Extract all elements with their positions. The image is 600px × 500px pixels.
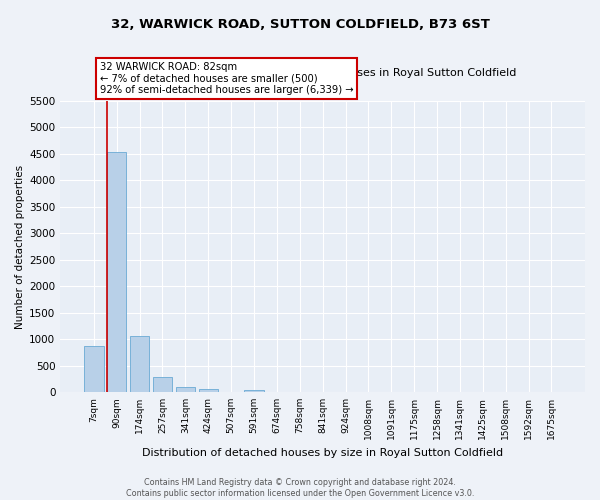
Bar: [130, 336, 149, 392]
Y-axis label: Number of detached properties: Number of detached properties: [15, 164, 25, 328]
Bar: [176, 387, 195, 392]
Bar: [244, 390, 264, 392]
Bar: [153, 376, 172, 392]
Text: 32 WARWICK ROAD: 82sqm
← 7% of detached houses are smaller (500)
92% of semi-det: 32 WARWICK ROAD: 82sqm ← 7% of detached …: [100, 62, 353, 95]
Text: 32, WARWICK ROAD, SUTTON COLDFIELD, B73 6ST: 32, WARWICK ROAD, SUTTON COLDFIELD, B73 …: [110, 18, 490, 30]
Bar: [107, 152, 127, 392]
Text: Contains HM Land Registry data © Crown copyright and database right 2024.
Contai: Contains HM Land Registry data © Crown c…: [126, 478, 474, 498]
Bar: [84, 346, 104, 392]
Bar: [199, 388, 218, 392]
Title: Size of property relative to detached houses in Royal Sutton Coldfield: Size of property relative to detached ho…: [128, 68, 517, 78]
X-axis label: Distribution of detached houses by size in Royal Sutton Coldfield: Distribution of detached houses by size …: [142, 448, 503, 458]
